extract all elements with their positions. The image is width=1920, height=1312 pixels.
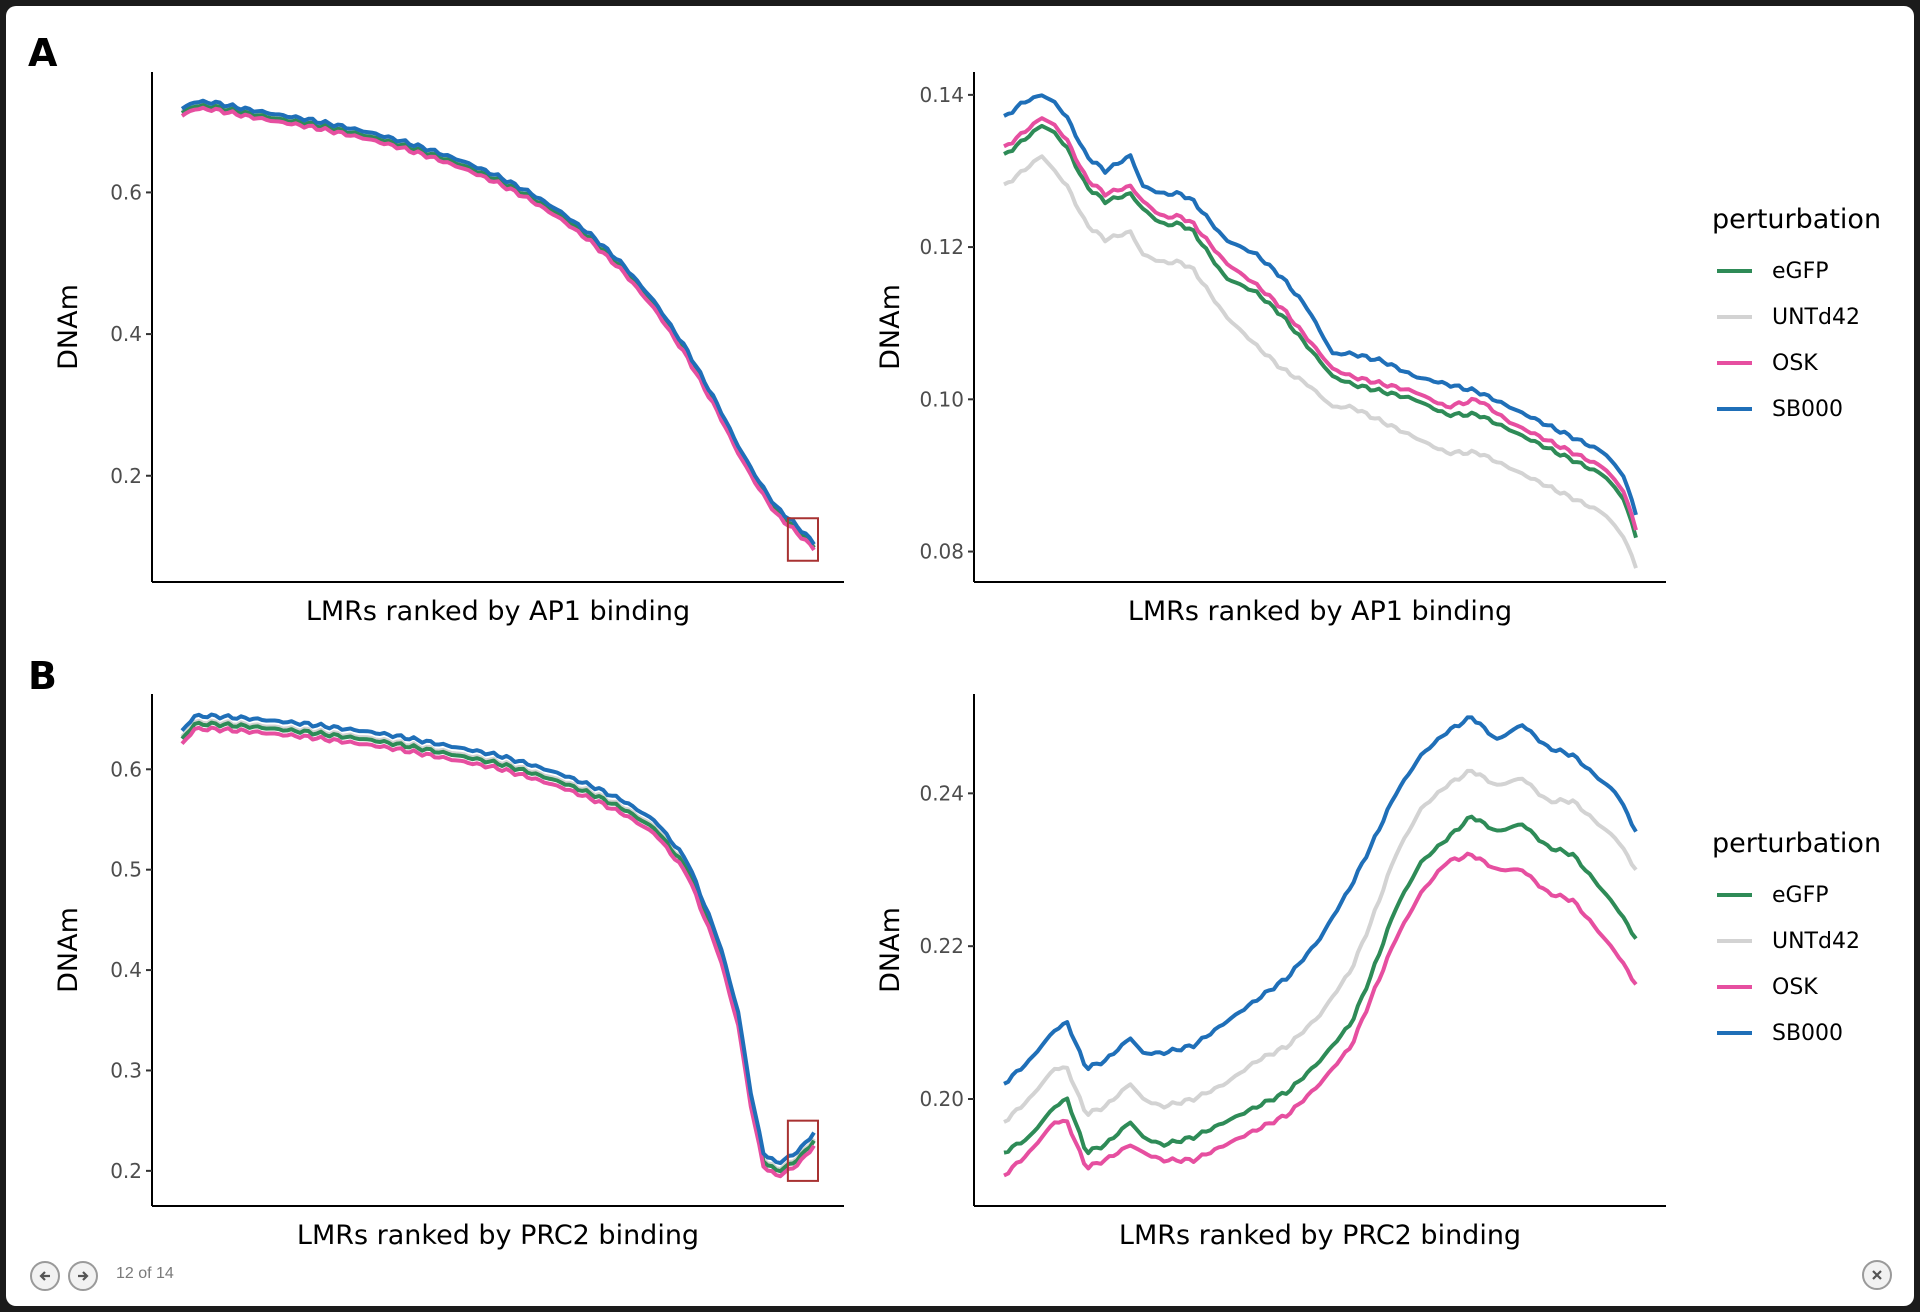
- y-tick-label: 0.2: [110, 1159, 142, 1183]
- figure: A B 0.2 0.4 0.6 DNAm LMRs ranked by AP1 bind…: [28, 31, 1881, 1251]
- highlight-box: [786, 517, 820, 562]
- y-tick-label: 0.4: [110, 958, 142, 982]
- arrow-right-icon: [78, 1271, 89, 1281]
- y-axis-title: DNAm: [875, 907, 906, 993]
- y-tick-label: 0.20: [919, 1087, 964, 1111]
- x-axis-title: LMRs ranked by AP1 binding: [1128, 596, 1512, 627]
- close-button[interactable]: [1862, 1260, 1892, 1290]
- legend-bottom: perturbation eGFP UNTd42 OSK SB000: [1712, 828, 1881, 1046]
- series-line-egfp: [180, 720, 816, 1174]
- series-line-egfp: [1003, 814, 1638, 1156]
- series-line-untd42: [1003, 154, 1638, 569]
- legend-label: SB000: [1772, 1021, 1843, 1046]
- series-line-osk: [180, 105, 816, 552]
- panel-label-b: B: [28, 654, 57, 698]
- chart-b-left: 0.2 0.3 0.4 0.5 0.6 DNAm LMRs ranked by PRC2 b…: [53, 694, 844, 1251]
- chart-b-right: 0.20 0.22 0.24 DNAm LMRs ranked by PRC2 bind…: [875, 694, 1666, 1251]
- series-line-sb000: [1003, 715, 1638, 1086]
- figure-viewer: A B 0.2 0.4 0.6 DNAm LMRs ranked by AP1 bind…: [6, 6, 1914, 1306]
- y-axis-title: DNAm: [53, 907, 84, 993]
- series-line-egfp: [180, 103, 816, 549]
- series-line-sb000: [1003, 93, 1638, 516]
- series-line-sb000: [180, 712, 816, 1166]
- y-tick-label: 0.14: [919, 83, 964, 107]
- highlight-box: [786, 1119, 820, 1182]
- y-tick-label: 0.6: [110, 180, 142, 204]
- close-icon: [1872, 1270, 1882, 1280]
- series-line-untd42: [180, 101, 816, 548]
- legend-title: perturbation: [1712, 828, 1881, 859]
- series-line-osk: [180, 725, 816, 1179]
- y-axis-title: DNAm: [875, 284, 906, 370]
- y-tick-label: 0.6: [110, 757, 142, 781]
- next-button[interactable]: [68, 1261, 98, 1291]
- chart-a-right: 0.08 0.10 0.12 0.14 DNAm LMRs ranked by AP1 b…: [875, 72, 1666, 627]
- x-axis-title: LMRs ranked by PRC2 binding: [297, 1220, 699, 1251]
- series-line-untd42: [1003, 768, 1638, 1124]
- x-axis-title: LMRs ranked by PRC2 binding: [1119, 1220, 1521, 1251]
- legend-label: OSK: [1772, 975, 1818, 1000]
- y-axis-title: DNAm: [53, 284, 84, 370]
- y-tick-label: 0.3: [110, 1058, 142, 1082]
- legend-label: SB000: [1772, 397, 1843, 422]
- y-tick-label: 0.2: [110, 464, 142, 488]
- series-line-egfp: [1003, 123, 1638, 539]
- legend-title: perturbation: [1712, 204, 1881, 235]
- y-tick-label: 0.4: [110, 322, 142, 346]
- y-tick-label: 0.12: [919, 235, 964, 259]
- series-line-sb000: [180, 98, 816, 546]
- series-line-osk: [1003, 116, 1638, 531]
- series-line-osk: [1003, 851, 1638, 1178]
- prev-button[interactable]: [30, 1261, 60, 1291]
- arrow-left-icon: [39, 1271, 50, 1281]
- legend-top: perturbation eGFP UNTd42 OSK SB000: [1712, 204, 1881, 422]
- x-axis-title: LMRs ranked by AP1 binding: [306, 596, 690, 627]
- y-tick-label: 0.10: [919, 387, 964, 411]
- panel-label-a: A: [28, 31, 58, 75]
- slide-counter: 12 of 14: [116, 1265, 174, 1282]
- legend-label: OSK: [1772, 351, 1818, 376]
- legend-label: UNTd42: [1772, 929, 1860, 954]
- y-tick-label: 0.5: [110, 858, 142, 882]
- legend-label: UNTd42: [1772, 305, 1860, 330]
- chart-a-left: 0.2 0.4 0.6 DNAm LMRs ranked by AP1 binding: [53, 72, 844, 627]
- y-tick-label: 0.22: [919, 934, 964, 958]
- legend-label: eGFP: [1772, 883, 1829, 908]
- y-tick-label: 0.24: [919, 781, 964, 805]
- y-tick-label: 0.08: [919, 540, 964, 564]
- legend-label: eGFP: [1772, 259, 1829, 284]
